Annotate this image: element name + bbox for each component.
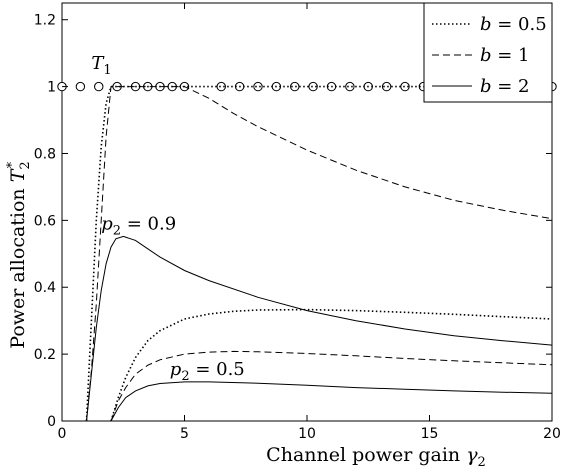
x-tick-label: 15	[421, 426, 439, 442]
series-line-solid-5	[110, 381, 553, 422]
t1-marker	[253, 81, 263, 92]
y-tick-label: 0.8	[34, 146, 56, 162]
t1-marker	[400, 81, 410, 92]
t1-marker	[381, 81, 392, 92]
x-tick-label: 20	[543, 426, 561, 442]
t1-marker	[290, 81, 300, 92]
axis-ticks: 0 5 10 15 20 0 0.2 0.4 0.6 0.8 1 1.2	[34, 3, 561, 442]
series-line-solid-2	[86, 235, 553, 422]
x-tick-label: 5	[180, 426, 189, 442]
legend: b = 0.5 b = 1 b = 2	[423, 2, 553, 103]
y-tick-label: 1	[47, 80, 56, 96]
y-tick-label: 0.6	[34, 213, 56, 229]
series-line-dashed-1	[86, 86, 553, 422]
annotation-label: T1	[91, 53, 111, 78]
annotation-label: p2 = 0.5	[170, 359, 245, 384]
y-tick-label: 0.2	[34, 347, 56, 363]
y-tick-label: 1.2	[34, 13, 56, 29]
annotation-label: p2 = 0.9	[101, 214, 176, 239]
t1-marker	[216, 81, 226, 92]
t1-marker	[345, 81, 355, 92]
y-axis-label: Power allocation T2*	[5, 161, 33, 348]
series-line-dotted-0	[85, 85, 552, 422]
legend-entry: b = 0.5	[480, 14, 547, 35]
legend-entry: b = 1	[480, 45, 530, 66]
legend-entry: b = 2	[480, 76, 530, 97]
x-axis-label: Channel power gain γ2	[266, 444, 486, 470]
y-tick-label: 0	[47, 414, 56, 430]
t1-marker	[308, 81, 318, 92]
t1-marker	[94, 81, 104, 92]
x-tick-label: 10	[298, 426, 316, 442]
x-tick-label: 0	[58, 426, 67, 442]
series-line-dashed-4	[110, 350, 553, 422]
y-tick-label: 0.4	[34, 280, 56, 296]
t1-marker	[75, 81, 86, 92]
series-lines	[85, 85, 553, 422]
annotations: T1 p2 = 0.9 p2 = 0.5	[91, 53, 244, 384]
series-line-dotted-3	[110, 308, 553, 422]
